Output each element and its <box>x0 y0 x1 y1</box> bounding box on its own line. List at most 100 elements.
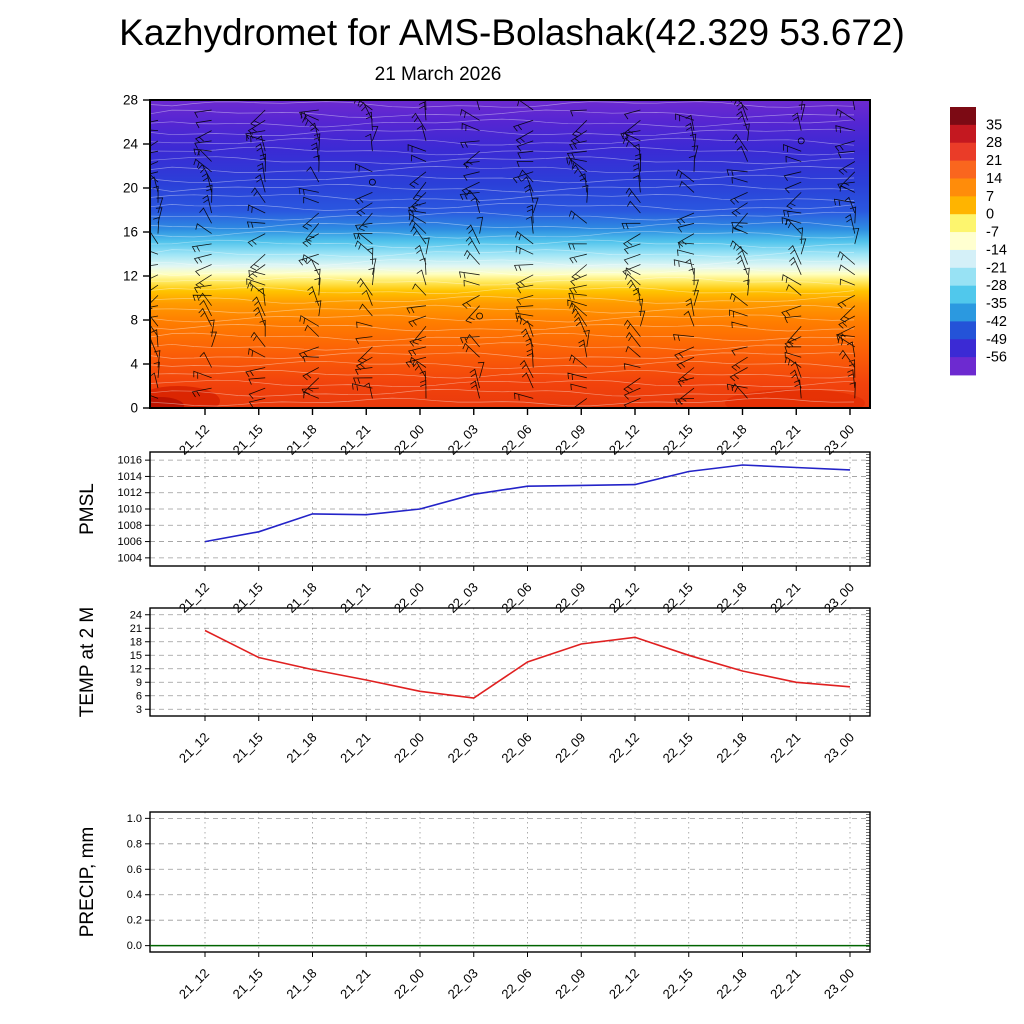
colorbar-segment <box>950 321 976 340</box>
x-tick-label: 22_15 <box>660 580 696 616</box>
y-tick-label: 18 <box>130 636 142 648</box>
y-tick-label: 15 <box>130 650 142 662</box>
calm-wind-icon <box>797 137 805 145</box>
x-tick-label: 22_09 <box>552 580 588 616</box>
colorbar-tick-label: 0 <box>986 207 994 223</box>
y-tick-label: 0.4 <box>127 889 142 901</box>
calm-wind-icon <box>476 312 484 320</box>
colorbar-tick-label: -56 <box>986 350 1007 366</box>
colorbar-segment <box>950 232 976 251</box>
colorbar-segment <box>950 249 976 269</box>
x-tick-label: 21_15 <box>230 730 266 766</box>
colorbar-segment <box>950 124 976 144</box>
colorbar-tick-label: -42 <box>986 314 1007 330</box>
y-tick-label: 16 <box>123 225 138 240</box>
surface-warm-blobs <box>150 386 865 408</box>
colorbar-segment <box>950 196 976 215</box>
colorbar-segment <box>950 160 976 179</box>
x-tick-label: 22_09 <box>552 966 588 1002</box>
y-tick-label: 12 <box>123 269 138 284</box>
colorbar-tick-label: -21 <box>986 260 1007 276</box>
colorbar-segment <box>950 214 976 233</box>
x-tick-label: 22_06 <box>498 730 534 766</box>
y-tick-label: 1006 <box>118 536 142 548</box>
y-tick-label: 4 <box>130 357 138 372</box>
colorbar-segment <box>950 357 976 376</box>
colorbar-tick-label: -7 <box>986 225 999 241</box>
x-tick-label: 23_00 <box>821 730 857 766</box>
y-tick-label: 12 <box>130 663 142 675</box>
pmsl-panel: 1004 1006 1008 1010 1012 1014 1016 21_12 21_15 21… <box>118 451 871 616</box>
y-tick-label: 1014 <box>118 471 142 483</box>
y-tick-label: 6 <box>136 690 142 702</box>
colorbar-segment <box>950 107 976 126</box>
x-tick-label: 21_21 <box>337 580 373 616</box>
x-tick-label: 22_21 <box>767 730 803 766</box>
x-tick-label: 21_12 <box>176 966 212 1002</box>
colorbar-tick-label: -28 <box>986 278 1007 294</box>
panel-border <box>149 811 871 953</box>
x-tick-label: 21_15 <box>230 966 266 1002</box>
x-tick-label: 21_18 <box>283 966 319 1002</box>
colorbar-tick-label: -49 <box>986 332 1007 348</box>
y-tick-label: 0.0 <box>127 940 142 952</box>
precip-panel: 0.0 0.2 0.4 0.6 0.8 1.0 21_12 21_15 21_18 21_21 22… <box>127 811 871 1002</box>
x-tick-label: 23_00 <box>821 580 857 616</box>
colorbar-segment <box>950 142 976 161</box>
y-tick-label: 1008 <box>118 520 142 532</box>
colorbar-tick-label: 28 <box>986 135 1002 151</box>
y-tick-label: 9 <box>136 677 142 689</box>
x-tick-label: 22_12 <box>606 580 642 616</box>
x-tick-label: 22_00 <box>391 730 427 766</box>
x-tick-label: 21_21 <box>337 730 373 766</box>
x-tick-label: 21_12 <box>176 580 212 616</box>
x-tick-label: 22_18 <box>713 730 749 766</box>
x-tick-label: 22_18 <box>713 966 749 1002</box>
x-tick-label: 21_18 <box>283 730 319 766</box>
y-tick-label: 28 <box>123 93 138 108</box>
y-tick-label: 0.2 <box>127 915 142 927</box>
y-tick-label: 1004 <box>118 552 142 564</box>
y-tick-label: 1016 <box>118 455 142 467</box>
colorbar-segment <box>950 267 976 287</box>
colorbar-tick-label: 14 <box>986 171 1002 187</box>
x-tick-label: 21_15 <box>230 580 266 616</box>
colorbar-tick-label: 35 <box>986 117 1002 133</box>
x-tick-label: 21_18 <box>283 580 319 616</box>
panel-border <box>149 451 871 567</box>
colorbar-tick-label: 7 <box>986 189 994 205</box>
wind-barbs <box>150 100 860 408</box>
x-tick-label: 22_06 <box>498 966 534 1002</box>
colorbar-segment <box>950 285 976 304</box>
x-tick-label: 22_09 <box>552 730 588 766</box>
x-tick-label: 22_00 <box>391 966 427 1002</box>
colorbar-tick-label: 21 <box>986 153 1002 169</box>
x-tick-label: 22_15 <box>660 730 696 766</box>
colorbar-segment <box>950 339 976 358</box>
temperature-colorbar: 35 28 21 14 7 0 -7-14 -21 -28 -35 -42 -49 -56 <box>950 107 1007 376</box>
y-tick-label: 24 <box>130 609 142 621</box>
y-tick-label: 24 <box>123 137 139 152</box>
x-tick-label: 22_15 <box>660 966 696 1002</box>
temperature-field <box>150 100 870 408</box>
x-tick-label: 22_18 <box>713 580 749 616</box>
colorbar-segment <box>950 303 976 322</box>
y-tick-label: 20 <box>123 181 138 196</box>
panel-border <box>149 607 871 717</box>
y-tick-label: 8 <box>130 313 138 328</box>
date-subtitle: 21 March 2026 <box>374 64 502 85</box>
y-tick-label: 1012 <box>118 487 142 499</box>
pmsl-line <box>204 464 851 543</box>
x-tick-label: 21_21 <box>337 966 373 1002</box>
colorbar-tick-label: -14 <box>986 242 1007 258</box>
x-tick-label: 22_12 <box>606 730 642 766</box>
colorbar-tick-label: -35 <box>986 296 1007 312</box>
y-tick-label: 1010 <box>118 504 142 516</box>
x-tick-label: 22_03 <box>445 966 481 1002</box>
y-tick-label: 3 <box>136 704 142 716</box>
colorbar-segment <box>950 178 976 197</box>
y-tick-label: 0.8 <box>127 838 142 850</box>
